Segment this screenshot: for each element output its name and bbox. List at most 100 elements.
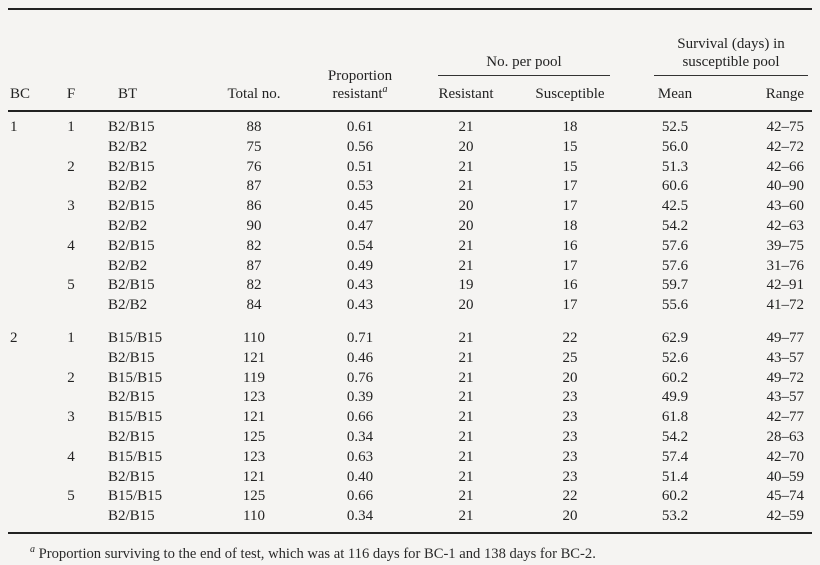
cell-res: 21 (458, 178, 474, 195)
cell-f (48, 428, 94, 448)
table-row: 2 B15/B15 119 0.76 21 20 60.2 49–72 (8, 369, 812, 389)
cell-mean: 51.3 (661, 158, 689, 175)
cell-f (48, 349, 94, 369)
cell-bt: B2/B15 (108, 428, 155, 445)
cell-prop: 0.54 (346, 237, 374, 254)
cell-prop: 0.71 (346, 329, 374, 346)
table-row: B2/B2 87 0.53 21 17 60.6 40–90 (8, 177, 812, 197)
footnote-text: Proportion surviving to the end of test,… (38, 545, 596, 562)
table-row: 3 B2/B15 86 0.45 20 17 42.5 43–60 (8, 197, 812, 217)
footnote-marker: a (30, 544, 35, 556)
table-body: 1 1 B2/B15 88 0.61 21 18 52.5 42–75 B2/B2 75 0.56 20… (8, 111, 813, 534)
cell-sus: 17 (562, 297, 578, 314)
cell-sus: 23 (562, 468, 578, 485)
col-header-resistant: Resistant (418, 76, 514, 112)
proportion-line2: resistant (332, 86, 383, 102)
cell-bt: B2/B2 (108, 297, 148, 314)
cell-mean: 42.5 (661, 198, 689, 215)
cell-res: 21 (458, 257, 474, 274)
table-row: B2/B15 121 0.46 21 25 52.6 43–57 (8, 349, 812, 369)
cell-bc (8, 507, 48, 534)
cell-f (48, 257, 94, 277)
cell-bt: B15/B15 (108, 369, 163, 386)
cell-bt: B2/B2 (108, 257, 148, 274)
cell-range: 42–91 (766, 277, 805, 294)
cell-bc: 1 (10, 119, 18, 135)
table-row: 5 B2/B15 82 0.43 19 16 59.7 42–91 (8, 276, 812, 296)
cell-total: 82 (246, 237, 262, 254)
header-spanner-row: BC F BT Total no. Proportion resistanta … (8, 10, 812, 112)
table-row: 3 B15/B15 121 0.66 21 23 61.8 42–77 (8, 408, 812, 428)
cell-mean: 55.6 (661, 297, 689, 314)
cell-bc (8, 388, 48, 408)
table-row: B2/B15 121 0.40 21 23 51.4 40–59 (8, 468, 812, 488)
cell-bc: 2 (10, 329, 18, 346)
cell-bc (8, 197, 48, 217)
cell-res: 21 (458, 237, 474, 254)
cell-range: 40–90 (766, 178, 805, 195)
cell-f (48, 138, 94, 158)
proportion-line1: Proportion (327, 68, 393, 84)
table-row: B2/B2 75 0.56 20 15 56.0 42–72 (8, 138, 812, 158)
cell-mean: 57.6 (661, 257, 689, 274)
table-row: B2/B15 123 0.39 21 23 49.9 43–57 (8, 388, 812, 408)
cell-sus: 15 (562, 158, 578, 175)
cell-range: 42–75 (766, 119, 805, 135)
header-subhead-row: Resistant Susceptible Mean Range (8, 76, 813, 112)
col-header-range: Range (724, 76, 813, 112)
cell-sus: 23 (562, 389, 578, 406)
cell-res: 20 (458, 217, 474, 234)
cell-res: 21 (458, 349, 474, 366)
survival-line2: susceptible pool (682, 54, 780, 70)
cell-bc (8, 138, 48, 158)
cell-range: 43–60 (766, 198, 805, 215)
cell-range: 28–63 (766, 428, 805, 445)
cell-total: 110 (206, 507, 302, 534)
cell-sus: 15 (562, 138, 578, 155)
cell-res: 20 (458, 198, 474, 215)
cell-sus: 20 (514, 507, 626, 534)
cell-range: 42–70 (766, 448, 805, 465)
cell-bt: B15/B15 (108, 409, 163, 426)
col-header-susceptible: Susceptible (514, 76, 626, 112)
cell-bt: B15/B15 (108, 329, 163, 346)
cell-range: 42–63 (766, 217, 805, 234)
cell-mean: 51.4 (661, 468, 689, 485)
table-row: 4 B2/B15 82 0.54 21 16 57.6 39–75 (8, 237, 812, 257)
cell-res: 21 (458, 119, 474, 135)
cell-bc (8, 217, 48, 237)
cell-sus: 16 (562, 277, 578, 294)
cell-range: 31–76 (766, 257, 805, 274)
cell-res: 21 (458, 158, 474, 175)
cell-res: 19 (458, 277, 474, 294)
cell-bc (8, 487, 48, 507)
cell-prop: 0.43 (346, 297, 374, 314)
cell-prop: 0.34 (302, 507, 418, 534)
cell-sus: 23 (562, 409, 578, 426)
cell-bt: B2/B15 (108, 468, 155, 485)
cell-bt: B2/B15 (94, 507, 206, 534)
cell-bc (8, 428, 48, 448)
cell-range: 45–74 (766, 488, 805, 505)
cell-bc (8, 177, 48, 197)
cell-mean: 54.2 (661, 217, 689, 234)
cell-mean: 60.2 (661, 488, 689, 505)
cell-range: 49–72 (766, 369, 805, 386)
col-header-bc: BC (8, 10, 48, 112)
cell-res: 21 (458, 389, 474, 406)
cell-sus: 17 (562, 178, 578, 195)
cell-total: 87 (246, 257, 262, 274)
cell-total: 125 (242, 488, 266, 505)
cell-prop: 0.45 (346, 198, 374, 215)
cell-res: 21 (458, 428, 474, 445)
table-footnote: a Proportion surviving to the end of tes… (30, 545, 810, 563)
cell-sus: 16 (562, 237, 578, 254)
cell-range: 42–66 (766, 158, 805, 175)
cell-f (48, 296, 94, 316)
cell-f: 1 (67, 329, 75, 346)
cell-mean: 52.5 (661, 119, 689, 135)
cell-res: 21 (458, 488, 474, 505)
cell-total: 90 (246, 217, 262, 234)
cell-total: 76 (246, 158, 262, 175)
cell-f: 4 (67, 448, 75, 465)
